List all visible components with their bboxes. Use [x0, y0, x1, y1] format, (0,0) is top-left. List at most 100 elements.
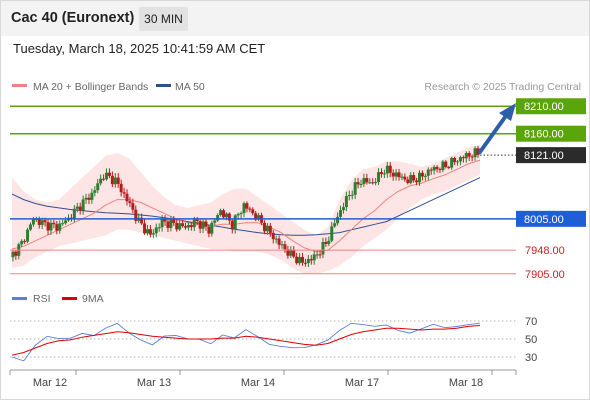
- candle-body: [72, 208, 76, 220]
- candle-body: [198, 221, 202, 229]
- bollinger-bands: [11, 144, 481, 274]
- legend-label-ma50: MA 50: [175, 81, 205, 93]
- x-axis-label: Mar 13: [137, 377, 171, 389]
- candle-body: [192, 219, 196, 228]
- candle-body: [251, 209, 255, 214]
- candle-body: [163, 218, 167, 222]
- candle-body: [312, 254, 316, 261]
- candlesticks: [11, 145, 480, 268]
- candle-body: [110, 175, 114, 185]
- candle-body: [321, 242, 325, 255]
- candle-body: [403, 176, 407, 180]
- rsi-tick-label: 30: [525, 352, 537, 364]
- candle-body: [415, 180, 419, 183]
- candle-body: [236, 214, 240, 216]
- candle-body: [356, 182, 360, 185]
- rsi-tick-label: 50: [525, 334, 537, 346]
- candle-body: [368, 182, 372, 184]
- candle-body: [265, 225, 269, 232]
- candle-body: [336, 216, 340, 224]
- candle-body: [318, 254, 322, 256]
- candle-body: [204, 221, 208, 227]
- candle-body: [178, 223, 182, 230]
- legend-swatch-ma50: [156, 84, 171, 87]
- x-axis-label: Mar 17: [345, 377, 379, 389]
- candle-body: [186, 225, 190, 228]
- candle-body: [432, 166, 436, 171]
- candle-body: [195, 219, 199, 222]
- candle-body: [406, 179, 410, 183]
- candle-body: [374, 182, 378, 184]
- interval-button[interactable]: 30 MIN: [139, 7, 188, 31]
- candle-body: [456, 161, 460, 163]
- candle-body: [230, 220, 234, 230]
- candle-body: [438, 169, 442, 171]
- candle-body: [157, 227, 161, 229]
- candle-body: [257, 215, 261, 220]
- candle-body: [78, 206, 82, 211]
- candle-body: [254, 213, 258, 220]
- candle-body: [210, 222, 214, 234]
- candle-body: [43, 220, 47, 223]
- current-price-label-box: [516, 147, 586, 164]
- candle-body: [143, 223, 147, 234]
- candle-body: [371, 182, 375, 184]
- ma50-line: [11, 177, 481, 236]
- candle-body: [160, 218, 164, 228]
- copyright-text: Research © 2025 Trading Central: [424, 81, 581, 93]
- candle-body: [140, 217, 144, 224]
- candle-body: [271, 232, 275, 240]
- candle-body: [450, 157, 454, 168]
- candle-body: [151, 233, 155, 235]
- candle-body: [219, 210, 223, 216]
- x-axis-label: Mar 18: [449, 377, 483, 389]
- ma9-line: [11, 325, 481, 356]
- candle-body: [93, 190, 97, 193]
- current-price-label: 8121.00: [524, 150, 564, 162]
- candle-body: [301, 256, 304, 263]
- candle-body: [306, 259, 310, 264]
- candle-body: [461, 157, 465, 159]
- chart-header: [0, 0, 590, 36]
- support-label: 7905.00: [525, 269, 565, 281]
- candle-body: [31, 219, 35, 225]
- candle-body: [169, 219, 173, 228]
- candle-body: [122, 192, 126, 194]
- ma20-line: [11, 159, 481, 253]
- candle-body: [201, 221, 205, 229]
- candle-body: [333, 223, 337, 227]
- candle-body: [46, 222, 50, 231]
- rsi-line: [11, 322, 481, 362]
- x-axis: Mar 12 Mar 13 Mar 14 Mar 17 Mar 18: [9, 370, 517, 389]
- candle-body: [344, 196, 348, 208]
- pivot-label: 8005.00: [524, 214, 564, 226]
- candle-body: [458, 157, 462, 162]
- resistance-label: 8160.00: [524, 129, 564, 141]
- candle-body: [216, 215, 220, 221]
- candle-body: [464, 153, 468, 159]
- candle-body: [441, 161, 445, 171]
- candle-body: [362, 178, 366, 185]
- candle-body: [467, 153, 471, 157]
- candle-body: [394, 172, 398, 177]
- candle-body: [420, 172, 424, 177]
- candle-body: [262, 222, 266, 232]
- candle-body: [145, 229, 149, 234]
- candle-body: [379, 172, 383, 175]
- candle-body: [341, 207, 345, 211]
- candle-body: [125, 193, 129, 202]
- candle-body: [359, 184, 363, 186]
- candle-body: [227, 213, 231, 221]
- candle-body: [435, 166, 439, 170]
- candle-body: [400, 176, 404, 178]
- candle-body: [327, 240, 331, 244]
- candle-body: [277, 238, 281, 245]
- candle-body: [476, 148, 480, 155]
- candle-body: [87, 197, 91, 200]
- candle-body: [350, 194, 354, 196]
- candle-body: [23, 240, 27, 242]
- candle-body: [353, 182, 357, 195]
- candle-body: [391, 172, 395, 177]
- candle-body: [102, 178, 106, 180]
